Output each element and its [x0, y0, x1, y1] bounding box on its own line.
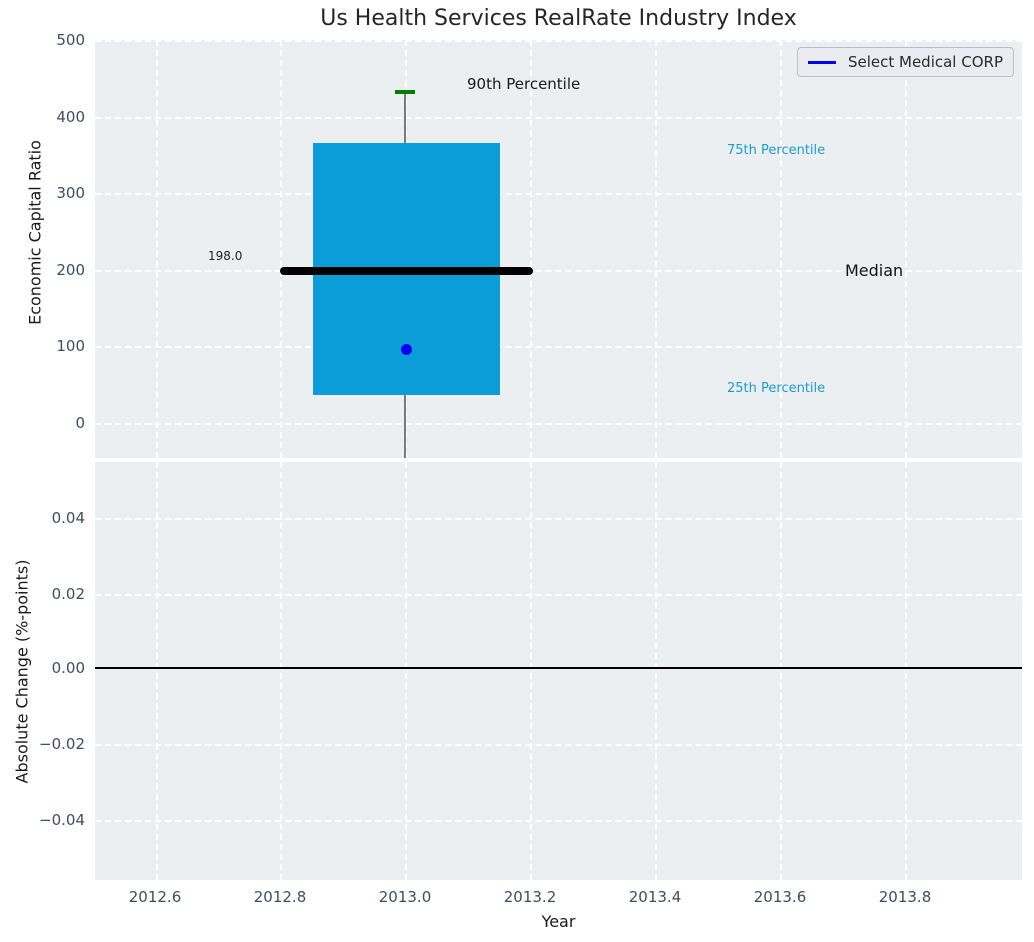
top-y-axis-label: Economic Capital Ratio [25, 140, 45, 325]
gridline-vertical [280, 40, 282, 458]
annotation-25th-percentile: 25th Percentile [727, 381, 826, 396]
company-data-point [401, 344, 412, 355]
bottom-y-axis-label: Absolute Change (%-points) [12, 559, 32, 784]
xtick: 2013.6 [753, 888, 807, 906]
ytick-top: 300 [56, 184, 85, 202]
xtick: 2013.8 [878, 888, 932, 906]
gridline-vertical [655, 40, 657, 458]
gridline-vertical [780, 462, 782, 880]
gridline-horizontal [95, 744, 1022, 746]
gridline-horizontal [95, 193, 1022, 195]
gridline-horizontal [95, 270, 1022, 272]
xtick: 2013.0 [378, 888, 432, 906]
gridline-horizontal [95, 518, 1022, 520]
gridline-vertical [156, 462, 158, 880]
gridline-vertical [530, 40, 532, 458]
x-axis-label: Year [541, 912, 576, 931]
ytick-bottom: 0.00 [51, 659, 85, 677]
annotation-median: Median [845, 261, 904, 280]
legend-line-swatch [807, 60, 836, 64]
ytick-top: 500 [56, 31, 85, 49]
gridline-horizontal [95, 594, 1022, 596]
legend: Select Medical CORP [796, 47, 1014, 77]
ytick-top: 200 [56, 261, 85, 279]
ytick-bottom: 0.02 [51, 585, 85, 603]
ytick-top: 400 [56, 108, 85, 126]
xtick: 2012.6 [128, 888, 182, 906]
gridline-vertical [530, 462, 532, 880]
gridline-horizontal [95, 40, 1022, 42]
gridline-vertical [655, 462, 657, 880]
gridline-vertical [156, 40, 158, 458]
gridline-vertical [905, 40, 907, 458]
legend-label: Select Medical CORP [847, 53, 1003, 71]
xtick: 2013.2 [503, 888, 557, 906]
ytick-top: 0 [75, 414, 85, 432]
ytick-top: 100 [56, 337, 85, 355]
top-plot-area: 90th Percentile 75th Percentile Median 2… [95, 40, 1022, 458]
gridline-horizontal [95, 117, 1022, 119]
gridline-vertical [905, 462, 907, 880]
ytick-bottom: −0.04 [39, 811, 85, 829]
gridline-horizontal [95, 820, 1022, 822]
chart-title: Us Health Services RealRate Industry Ind… [320, 6, 797, 31]
zero-reference-line [95, 667, 1022, 669]
gridline-vertical [405, 462, 407, 880]
gridline-horizontal [95, 346, 1022, 348]
xtick: 2013.4 [628, 888, 682, 906]
gridline-vertical [280, 462, 282, 880]
annotation-median-value: 198.0 [208, 249, 243, 263]
bottom-plot-area [95, 462, 1022, 880]
annotation-75th-percentile: 75th Percentile [727, 143, 826, 158]
ytick-bottom: 0.04 [51, 509, 85, 527]
gridline-vertical [780, 40, 782, 458]
median-line [280, 267, 533, 275]
ytick-bottom: −0.02 [39, 735, 85, 753]
annotation-90th-percentile: 90th Percentile [467, 75, 581, 93]
90th-percentile-cap [395, 90, 415, 94]
gridline-horizontal [95, 423, 1022, 425]
xtick: 2012.8 [253, 888, 307, 906]
